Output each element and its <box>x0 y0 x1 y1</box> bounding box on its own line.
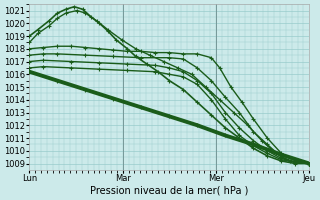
X-axis label: Pression niveau de la mer( hPa ): Pression niveau de la mer( hPa ) <box>90 186 249 196</box>
